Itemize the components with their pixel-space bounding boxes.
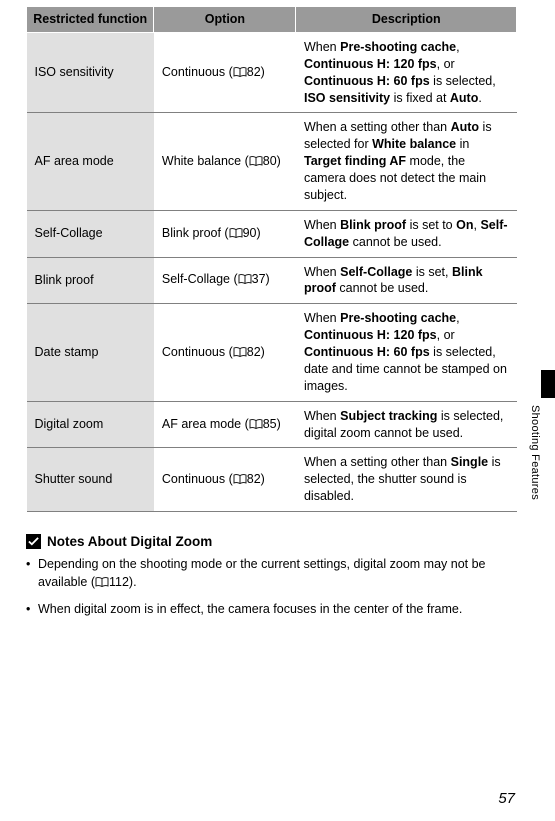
col-header-option: Option <box>154 7 296 33</box>
cell-option: Continuous (82) <box>154 448 296 512</box>
cell-description: When Blink proof is set to On, Self-Coll… <box>296 210 517 257</box>
cell-description: When a setting other than Single is sele… <box>296 448 517 512</box>
table-row: AF area modeWhite balance (80)When a set… <box>27 113 517 210</box>
cell-option: White balance (80) <box>154 113 296 210</box>
cell-option: Blink proof (90) <box>154 210 296 257</box>
side-tab <box>541 370 555 398</box>
cell-function: AF area mode <box>27 113 154 210</box>
cell-function: ISO sensitivity <box>27 32 154 113</box>
check-icon <box>26 534 41 549</box>
cell-function: Shutter sound <box>27 448 154 512</box>
table-row: Blink proofSelf-Collage (37)When Self-Co… <box>27 257 517 304</box>
table-row: ISO sensitivityContinuous (82)When Pre-s… <box>27 32 517 113</box>
cell-option: Continuous (82) <box>154 32 296 113</box>
table-row: Digital zoomAF area mode (85)When Subjec… <box>27 401 517 448</box>
cell-option: Self-Collage (37) <box>154 257 296 304</box>
list-item: When digital zoom is in effect, the came… <box>26 600 517 618</box>
col-header-function: Restricted function <box>27 7 154 33</box>
page-number: 57 <box>498 790 515 807</box>
cell-description: When Self-Collage is set, Blink proof ca… <box>296 257 517 304</box>
restrictions-table: Restricted function Option Description I… <box>26 6 517 512</box>
cell-description: When Pre-shooting cache, Continuous H: 1… <box>296 32 517 113</box>
cell-function: Self-Collage <box>27 210 154 257</box>
table-row: Shutter soundContinuous (82)When a setti… <box>27 448 517 512</box>
table-row: Self-CollageBlink proof (90)When Blink p… <box>27 210 517 257</box>
cell-option: Continuous (82) <box>154 304 296 401</box>
cell-description: When Subject tracking is selected, digit… <box>296 401 517 448</box>
cell-function: Blink proof <box>27 257 154 304</box>
cell-description: When Pre-shooting cache, Continuous H: 1… <box>296 304 517 401</box>
list-item: Depending on the shooting mode or the cu… <box>26 555 517 592</box>
notes-heading: Notes About Digital Zoom <box>47 534 212 549</box>
notes-section: Notes About Digital Zoom Depending on th… <box>26 534 517 618</box>
cell-function: Date stamp <box>27 304 154 401</box>
cell-option: AF area mode (85) <box>154 401 296 448</box>
section-label: Shooting Features <box>529 405 541 500</box>
col-header-description: Description <box>296 7 517 33</box>
notes-list: Depending on the shooting mode or the cu… <box>26 555 517 618</box>
cell-function: Digital zoom <box>27 401 154 448</box>
cell-description: When a setting other than Auto is select… <box>296 113 517 210</box>
table-row: Date stampContinuous (82)When Pre-shooti… <box>27 304 517 401</box>
